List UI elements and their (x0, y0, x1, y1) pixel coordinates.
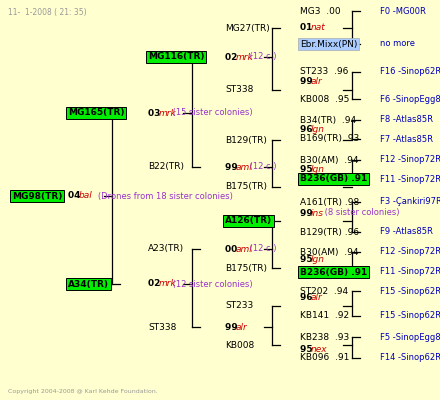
Text: (12 c.): (12 c.) (246, 244, 276, 254)
Text: ST233  .96: ST233 .96 (300, 68, 348, 76)
Text: lgn: lgn (311, 256, 325, 264)
Text: B169(TR) .93: B169(TR) .93 (300, 134, 359, 144)
Text: nat: nat (311, 24, 326, 32)
Text: F16 -Sinop62R: F16 -Sinop62R (380, 68, 440, 76)
Text: F7 -Atlas85R: F7 -Atlas85R (380, 134, 433, 144)
Text: (Drones from 18 sister colonies): (Drones from 18 sister colonies) (90, 192, 232, 200)
Text: F8 -Atlas85R: F8 -Atlas85R (380, 116, 433, 124)
Text: KB008: KB008 (225, 340, 254, 350)
Text: aml: aml (236, 244, 253, 254)
Text: nex: nex (311, 344, 327, 354)
Text: Copyright 2004-2008 @ Karl Kehde Foundation.: Copyright 2004-2008 @ Karl Kehde Foundat… (8, 389, 158, 394)
Text: F5 -SinopEgg86R: F5 -SinopEgg86R (380, 332, 440, 342)
Text: ST202  .94: ST202 .94 (300, 286, 348, 296)
Text: F15 -Sinop62R: F15 -Sinop62R (380, 312, 440, 320)
Text: 02: 02 (148, 280, 164, 288)
Text: 95: 95 (300, 344, 316, 354)
Text: mrk: mrk (159, 108, 176, 118)
Text: KB238  .93: KB238 .93 (300, 332, 349, 342)
Text: A161(TR) .98: A161(TR) .98 (300, 198, 359, 206)
Text: bal: bal (79, 192, 92, 200)
Text: B34(TR)  .94: B34(TR) .94 (300, 116, 356, 124)
Text: F12 -Sinop72R: F12 -Sinop72R (380, 156, 440, 164)
Text: F3 -Çankiri97R: F3 -Çankiri97R (380, 198, 440, 206)
Text: 96: 96 (300, 294, 316, 302)
Text: 03: 03 (148, 108, 164, 118)
Text: F0 -MG00R: F0 -MG00R (380, 6, 426, 16)
Text: B129(TR) .96: B129(TR) .96 (300, 228, 359, 236)
Text: 02: 02 (225, 52, 241, 62)
Text: mrk: mrk (236, 52, 253, 62)
Text: F15 -Sinop62R: F15 -Sinop62R (380, 286, 440, 296)
Text: alr: alr (311, 76, 323, 86)
Text: MG27(TR): MG27(TR) (225, 24, 270, 32)
Text: no more: no more (380, 40, 415, 48)
Text: F14 -Sinop62R: F14 -Sinop62R (380, 354, 440, 362)
Text: MG116(TR): MG116(TR) (148, 52, 205, 62)
Text: F9 -Atlas85R: F9 -Atlas85R (380, 228, 433, 236)
Text: 99: 99 (225, 322, 241, 332)
Text: KB008  .95: KB008 .95 (300, 94, 349, 104)
Text: 99: 99 (300, 208, 316, 218)
Text: KB141  .92: KB141 .92 (300, 312, 349, 320)
Text: Ebr.Mixx(PN): Ebr.Mixx(PN) (300, 40, 357, 48)
Text: alr: alr (236, 322, 248, 332)
Text: F6 -SinopEgg86R: F6 -SinopEgg86R (380, 94, 440, 104)
Text: 95: 95 (300, 166, 316, 174)
Text: mrk: mrk (159, 280, 176, 288)
Text: A126(TR): A126(TR) (225, 216, 272, 226)
Text: B129(TR): B129(TR) (225, 136, 267, 144)
Text: F11 -Sinop72R: F11 -Sinop72R (380, 174, 440, 184)
Text: 00: 00 (225, 244, 240, 254)
Text: 04: 04 (68, 192, 84, 200)
Text: 95: 95 (300, 256, 316, 264)
Text: alr: alr (311, 294, 323, 302)
Text: (15 sister colonies): (15 sister colonies) (169, 108, 252, 118)
Text: KB096  .91: KB096 .91 (300, 354, 349, 362)
Text: 11-  1-2008 ( 21: 35): 11- 1-2008 ( 21: 35) (8, 8, 87, 17)
Text: B22(TR): B22(TR) (148, 162, 184, 172)
Text: (8 sister colonies): (8 sister colonies) (322, 208, 399, 218)
Text: 99: 99 (225, 162, 241, 172)
Text: F12 -Sinop72R: F12 -Sinop72R (380, 248, 440, 256)
Text: aml: aml (236, 162, 253, 172)
Text: ST233: ST233 (225, 302, 253, 310)
Text: (12 c.): (12 c.) (246, 162, 276, 172)
Text: MG98(TR): MG98(TR) (12, 192, 62, 200)
Text: B30(AM)  .94: B30(AM) .94 (300, 156, 359, 164)
Text: 96: 96 (300, 126, 316, 134)
Text: (12 c.): (12 c.) (246, 52, 276, 62)
Text: B236(GB) .91: B236(GB) .91 (300, 268, 367, 276)
Text: F11 -Sinop72R: F11 -Sinop72R (380, 268, 440, 276)
Text: B175(TR): B175(TR) (225, 182, 267, 192)
Text: MG3  .00: MG3 .00 (300, 6, 341, 16)
Text: MG165(TR): MG165(TR) (68, 108, 125, 118)
Text: lgn: lgn (311, 126, 325, 134)
Text: A23(TR): A23(TR) (148, 244, 184, 254)
Text: lgn: lgn (311, 166, 325, 174)
Text: B30(AM)  .94: B30(AM) .94 (300, 248, 359, 256)
Text: (12 sister colonies): (12 sister colonies) (169, 280, 252, 288)
Text: 99: 99 (300, 76, 316, 86)
Text: ins: ins (311, 208, 324, 218)
Text: ST338: ST338 (148, 322, 176, 332)
Text: ST338: ST338 (225, 86, 253, 94)
Text: 01: 01 (300, 24, 315, 32)
Text: B236(GB) .91: B236(GB) .91 (300, 174, 367, 184)
Text: B175(TR): B175(TR) (225, 264, 267, 272)
Text: A34(TR): A34(TR) (68, 280, 109, 288)
